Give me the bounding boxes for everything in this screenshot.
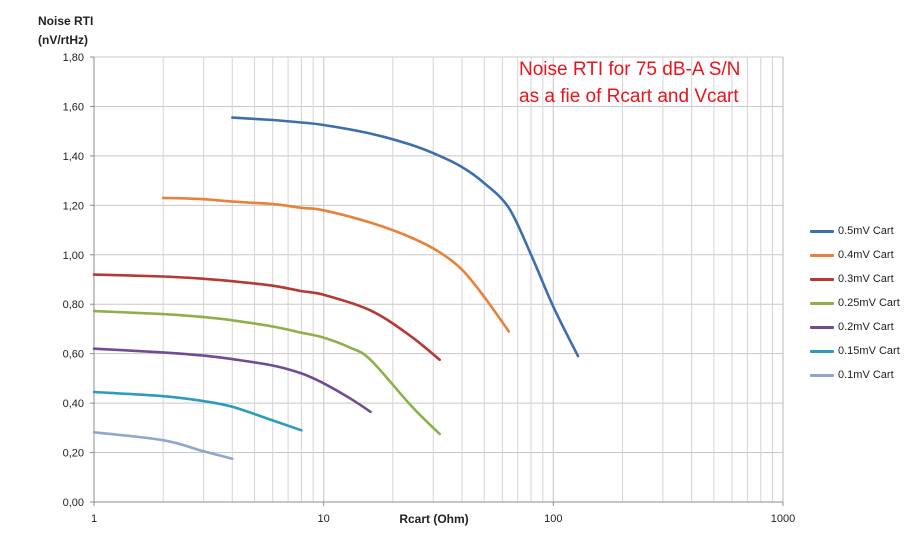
x-tick-label: 10 [318, 513, 330, 525]
series-line-2 [161, 196, 511, 333]
legend-swatch [810, 373, 834, 377]
grid-lines [94, 56, 784, 502]
legend-label: 0.2mV Cart [838, 321, 894, 333]
legend-label: 0.25mV Cart [838, 297, 900, 309]
x-tick-label: 1000 [771, 513, 795, 525]
series-line-7 [92, 431, 234, 460]
tick-labels: 0,00 0,20 0,40 0,60 0,80 1,00 1,20 1,40 1,60 1,80… [63, 52, 796, 525]
y-tick-label: 0,20 [63, 448, 84, 460]
legend-label: 0.4mV Cart [838, 249, 894, 261]
legend-swatch [810, 253, 834, 257]
y-tick-label: 1,60 [63, 101, 84, 113]
legend-item: 0.4mV Cart [810, 243, 900, 267]
legend: 0.5mV Cart 0.4mV Cart 0.3mV Cart 0.25mV Car… [810, 219, 900, 387]
legend-label: 0.5mV Cart [838, 225, 894, 237]
chart-title: Noise RTI for 75 dB-A S/N as a fie of Rc… [519, 56, 740, 110]
chart-title-line-2: as a fie of Rcart and Vcart [519, 86, 739, 107]
series-lines [92, 116, 580, 460]
y-axis-label-line-1: Noise RTI [38, 14, 94, 28]
axes [90, 56, 784, 506]
y-axis-label: Noise RTI (nV/rtHz) [38, 12, 93, 50]
y-axis-label-line-2: (nV/rtHz) [38, 33, 88, 47]
series-line-1 [231, 116, 580, 358]
series-line-6 [92, 390, 303, 432]
legend-label: 0.3mV Cart [838, 273, 894, 285]
legend-item: 0.5mV Cart [810, 219, 900, 243]
y-tick-label: 0,60 [63, 349, 84, 361]
legend-swatch [810, 301, 834, 305]
legend-item: 0.1mV Cart [810, 363, 900, 387]
legend-swatch [810, 229, 834, 233]
legend-swatch [810, 325, 834, 329]
y-tick-label: 0,00 [63, 497, 84, 509]
legend-item: 0.25mV Cart [810, 291, 900, 315]
chart-title-line-1: Noise RTI for 75 dB-A S/N [519, 59, 741, 80]
legend-swatch [810, 349, 834, 353]
legend-swatch [810, 277, 834, 281]
legend-item: 0.3mV Cart [810, 267, 900, 291]
legend-label: 0.15mV Cart [838, 345, 900, 357]
y-tick-label: 1,20 [63, 200, 84, 212]
series-line-4 [92, 309, 441, 436]
x-tick-label: 1 [91, 513, 97, 525]
series-line-3 [92, 273, 441, 362]
y-tick-label: 1,40 [63, 151, 84, 163]
x-axis-label: Rcart (Ohm) [399, 512, 468, 526]
y-tick-label: 1,80 [63, 52, 84, 64]
y-tick-label: 0,40 [63, 398, 84, 410]
legend-item: 0.2mV Cart [810, 315, 900, 339]
x-tick-label: 100 [544, 513, 562, 525]
y-tick-label: 1,00 [63, 250, 84, 262]
legend-label: 0.1mV Cart [838, 369, 894, 381]
y-tick-label: 0,80 [63, 299, 84, 311]
legend-item: 0.15mV Cart [810, 339, 900, 363]
series-line-5 [92, 347, 372, 414]
